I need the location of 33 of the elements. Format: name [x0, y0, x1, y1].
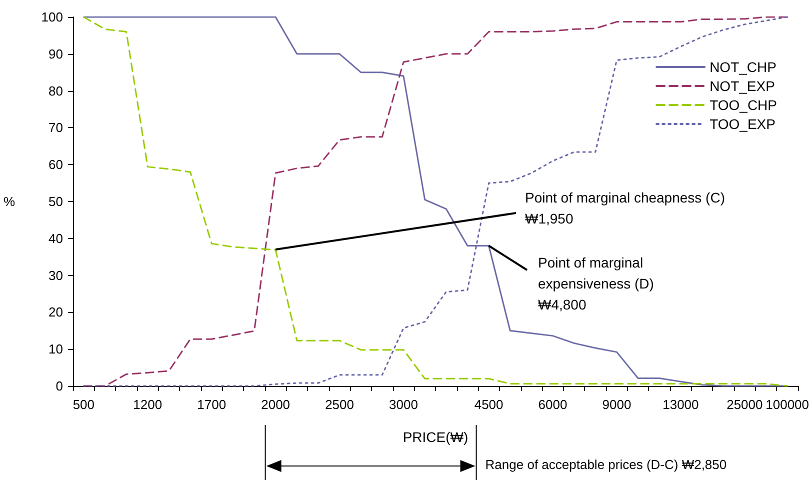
- y-tick-label: 100: [41, 10, 63, 24]
- annotation: Point of marginal cheapness (C) ₩1,950: [525, 190, 725, 226]
- legend-label: NOT_CHP: [710, 59, 776, 75]
- y-tick-label: 60: [48, 157, 63, 172]
- x-tick-label: 1700: [197, 397, 226, 412]
- x-tick-label: 9000: [602, 397, 632, 412]
- y-tick-label: 90: [48, 46, 63, 62]
- text: Range of acceptable prices (D-C) ₩2,850: [485, 457, 727, 472]
- x-tick-label: 100000: [766, 397, 810, 412]
- y-tick-label: 10: [48, 342, 63, 357]
- y-tick-label: 30: [48, 268, 63, 283]
- y-tick-label: 20: [48, 304, 63, 320]
- y-tick-label: 40: [48, 230, 63, 246]
- x-tick-label: 2500: [325, 397, 354, 412]
- x-tick-label: 4500: [474, 397, 504, 412]
- y-tick-label: 70: [48, 120, 63, 136]
- x-tick-label: 1200: [133, 397, 162, 412]
- x-tick-label: 13000: [662, 397, 699, 412]
- legend-label: TOO_EXP: [710, 116, 776, 132]
- x-tick-label: 3000: [389, 397, 418, 412]
- y-tick-label: 80: [48, 83, 63, 98]
- x-tick-label: 2000: [261, 397, 290, 412]
- x-tick-label: 500: [72, 397, 95, 412]
- legend-label: TOO_CHP: [710, 97, 778, 113]
- annotation: Point of marginal expensiveness (D) ₩4,800: [538, 254, 654, 312]
- x-tick-label: 6000: [538, 397, 568, 412]
- line-series: [82, 16, 788, 387]
- y-axis-title: %: [3, 194, 16, 209]
- legend-label: NOT_EXP: [710, 78, 775, 94]
- y-tick-label: 0: [56, 378, 63, 394]
- x-axis-title: PRICE(₩): [402, 429, 468, 445]
- x-tick-label: 25000: [726, 397, 763, 412]
- y-tick-label: 50: [48, 194, 63, 209]
